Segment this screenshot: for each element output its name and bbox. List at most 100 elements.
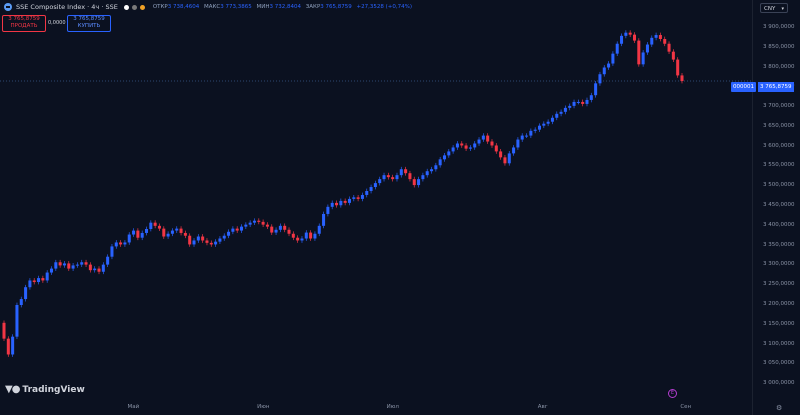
candle-body	[589, 95, 593, 100]
candle-body	[442, 155, 446, 160]
price-axis[interactable]	[752, 0, 800, 415]
candle-body	[347, 198, 351, 203]
symbol-logo-icon	[4, 3, 12, 11]
candle-body	[537, 125, 542, 130]
candle-body	[330, 202, 334, 207]
price-tick-label: 3 550,0000	[763, 162, 795, 169]
ohlc-high-value: 3 773,3865	[220, 4, 252, 10]
candle-body	[201, 236, 205, 241]
candle-body	[153, 222, 157, 226]
buy-price: 3 765,8759	[73, 16, 105, 22]
candle-body	[132, 230, 136, 235]
candle-body	[533, 129, 537, 131]
candle-body	[309, 232, 313, 239]
candle-body	[628, 32, 632, 35]
candle-body	[188, 235, 192, 245]
candle-body	[80, 262, 84, 265]
candle-body	[248, 222, 252, 225]
candle-body	[499, 151, 503, 158]
candle-body	[287, 229, 291, 234]
candle-body	[494, 145, 498, 152]
candle-body	[671, 51, 675, 60]
candle-body	[231, 228, 235, 232]
candle-body	[611, 53, 615, 64]
candle-body	[360, 194, 364, 199]
candle-body	[235, 228, 239, 231]
candle-body	[546, 121, 550, 124]
candle-body	[261, 221, 265, 225]
earnings-event-icon[interactable]: E	[668, 389, 677, 398]
candle-body	[123, 242, 127, 245]
price-tick-label: 3 500,0000	[763, 182, 795, 189]
candle-body	[663, 39, 667, 44]
candle-body	[149, 222, 153, 229]
candle-body	[568, 105, 572, 108]
candle-body	[75, 264, 79, 266]
candle-body	[343, 200, 347, 203]
chart-header: SSE Composite Index · 4ч · SSE ОТКР3 738…	[0, 0, 730, 14]
candle-body	[300, 238, 304, 241]
candle-body	[602, 67, 606, 75]
tradingview-logo[interactable]: ▼● TradingView	[5, 384, 85, 395]
candle-body	[460, 143, 464, 146]
price-tick-label: 3 050,0000	[763, 360, 795, 367]
candle-body	[32, 280, 36, 283]
candle-body	[425, 171, 429, 176]
candle-body	[447, 151, 451, 156]
candle-body	[473, 143, 477, 148]
candle-body	[641, 52, 645, 65]
candle-body	[680, 75, 684, 82]
symbol-title[interactable]: SSE Composite Index · 4ч · SSE	[16, 3, 118, 11]
sell-price: 3 765,8759	[8, 16, 40, 22]
candle-body	[572, 101, 576, 106]
sell-button[interactable]: 3 765,8759 ПРОДАТЬ	[2, 15, 46, 32]
candle-body	[49, 268, 54, 273]
ohlc-values: ОТКР3 738,4604 МАКС3 773,3865 МИН3 732,8…	[153, 4, 415, 10]
buy-button[interactable]: 3 765,8759 КУПИТЬ	[67, 15, 111, 32]
candle-body	[317, 225, 321, 234]
ohlc-change-value: +27,3528 (+0,74%)	[356, 4, 412, 10]
candle-body	[404, 169, 408, 174]
candle-body	[477, 139, 481, 144]
gear-icon[interactable]: ⚙	[776, 404, 783, 412]
price-tick-label: 3 100,0000	[763, 340, 795, 347]
candle-body	[157, 225, 161, 229]
candle-body	[97, 268, 101, 272]
candle-body	[607, 63, 611, 68]
status-dots	[123, 4, 145, 10]
candle-body	[67, 263, 71, 269]
candle-body	[624, 32, 628, 36]
candle-body	[278, 225, 282, 230]
candle-body	[481, 135, 485, 140]
candle-body	[88, 264, 92, 271]
candle-body	[615, 43, 619, 54]
candle-body	[576, 101, 580, 103]
candle-body	[408, 173, 412, 180]
candle-body	[378, 179, 382, 184]
candle-body	[598, 74, 602, 84]
buy-label: КУПИТЬ	[77, 23, 101, 29]
candle-body	[11, 336, 15, 355]
candle-body	[106, 256, 110, 265]
candle-body	[507, 153, 511, 164]
candle-body	[421, 175, 425, 180]
price-tick-label: 3 850,0000	[763, 43, 795, 50]
currency-select[interactable]: CNY ▾	[760, 3, 788, 13]
price-tick-label: 3 350,0000	[763, 241, 795, 248]
candle-body	[28, 280, 32, 288]
last-price-value: 3 765,8759	[758, 82, 794, 92]
price-tick-label: 3 650,0000	[763, 122, 795, 129]
status-dot-gray	[131, 4, 137, 10]
candle-body	[183, 232, 187, 236]
candle-body	[542, 123, 546, 126]
candle-body	[252, 220, 256, 223]
candle-body	[270, 226, 274, 233]
candle-body	[451, 147, 455, 152]
candle-body	[2, 322, 6, 339]
ohlc-high-key: МАКС	[203, 4, 221, 10]
candle-body	[326, 206, 330, 214]
price-tick-label: 3 900,0000	[763, 23, 795, 30]
candle-body	[516, 139, 520, 148]
candle-body	[54, 262, 58, 269]
